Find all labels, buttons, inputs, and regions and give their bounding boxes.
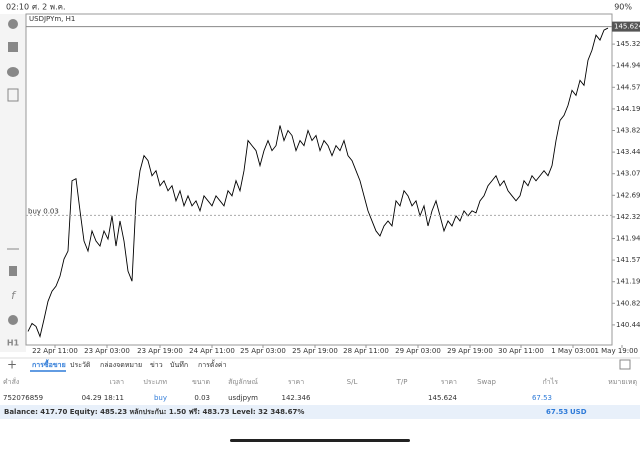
account-icon[interactable]	[8, 19, 18, 29]
column-header: หมายเหตุ	[608, 378, 637, 386]
x-tick-label: 29 Apr 19:00	[447, 347, 493, 355]
objects-icon[interactable]	[8, 315, 18, 325]
cell-open-price: 142.346	[282, 394, 311, 402]
account-summary: Balance: 417.70 Equity: 485.23 หลักประกั…	[4, 408, 304, 416]
column-header: ราคา	[441, 378, 457, 386]
y-tick-label: 143.070	[616, 170, 640, 178]
column-header: S/L	[347, 378, 358, 386]
y-tick-label: 144.195	[616, 105, 640, 113]
x-tick-label: 30 Apr 11:00	[498, 347, 544, 355]
column-header: ขนาด	[192, 378, 210, 386]
tab[interactable]: กล่องจดหมาย	[100, 361, 142, 369]
price-line	[27, 27, 609, 338]
column-header: กำไร	[543, 377, 559, 386]
y-tick-label: 141.945	[616, 235, 640, 243]
add-icon[interactable]	[7, 88, 19, 102]
x-tick-label: 23 Apr 03:00	[84, 347, 130, 355]
x-tick-label: 22 Apr 11:00	[32, 347, 78, 355]
y-tick-label: 142.695	[616, 191, 640, 199]
y-tick-label: 145.320	[616, 40, 640, 48]
chart-title: USDJPYm, H1	[29, 15, 75, 23]
x-tick-label: 24 Apr 11:00	[189, 347, 235, 355]
x-tick-label: 23 Apr 19:00	[137, 347, 183, 355]
column-header: เวลา	[109, 378, 124, 386]
x-tick-label: 1 May 03:00	[551, 347, 595, 355]
y-tick-label: 143.445	[616, 148, 640, 156]
status-date: ศ. 2 พ.ค.	[32, 3, 66, 12]
y-tick-label: 140.820	[616, 299, 640, 307]
cell-symbol: usdjpym	[228, 394, 258, 402]
y-tick-label: 143.820	[616, 127, 640, 135]
plot-frame	[25, 13, 613, 346]
tab[interactable]: ประวัติ	[70, 361, 91, 369]
home-indicator	[230, 439, 410, 442]
column-header: คำสั่ง	[3, 377, 19, 386]
cell-volume: 0.03	[194, 394, 210, 402]
x-tick-label: 28 Apr 11:00	[343, 347, 389, 355]
current-price-label: 145.624	[614, 23, 640, 31]
footer-profit: 67.53	[546, 408, 568, 416]
tab[interactable]: บันทึก	[170, 360, 188, 369]
tab[interactable]: ข่าว	[150, 361, 163, 369]
trade-icon[interactable]	[8, 42, 18, 52]
timeframe[interactable]: H1	[7, 339, 20, 348]
chat-icon[interactable]	[7, 67, 19, 77]
cell-price: 145.624	[428, 394, 457, 402]
chart-type-icon[interactable]	[9, 266, 17, 276]
footer-currency: USD	[570, 408, 587, 416]
y-tick-label: 144.570	[616, 83, 640, 91]
y-tick-label: 142.320	[616, 213, 640, 221]
column-header: ประเภท	[143, 378, 167, 386]
x-tick-label: 29 Apr 03:00	[395, 347, 441, 355]
cell-profit: 67.53	[532, 394, 552, 402]
column-header: สัญลักษณ์	[228, 378, 258, 386]
column-header: T/P	[396, 378, 408, 386]
column-header: ราคา	[288, 378, 304, 386]
indicator-icon[interactable]: f	[11, 289, 17, 302]
y-tick-label: 140.445	[616, 321, 640, 329]
battery: 90%	[614, 3, 632, 12]
x-tick-label: 25 Apr 03:00	[240, 347, 286, 355]
footer-bar	[0, 405, 640, 419]
layout-icon[interactable]	[619, 359, 631, 370]
add-button[interactable]: +	[7, 358, 17, 372]
cell-ticket: 752076859	[3, 394, 43, 402]
y-tick-label: 141.195	[616, 278, 640, 286]
cell-time: 04.29 18:11	[82, 394, 124, 402]
status-time: 02:10	[6, 3, 29, 12]
cell-type: buy	[154, 394, 167, 402]
x-tick-label: 25 Apr 19:00	[292, 347, 338, 355]
y-tick-label: 141.570	[616, 256, 640, 264]
tab[interactable]: การซื้อขาย	[32, 358, 66, 369]
tab[interactable]: การตั้งค่า	[198, 358, 227, 369]
y-tick-label: 144.945	[616, 62, 640, 70]
x-tick-label: 1 May 19:00	[594, 347, 638, 355]
column-header: Swap	[477, 378, 496, 386]
position-label: buy 0.03	[28, 207, 59, 215]
current-price-box	[612, 21, 640, 32]
